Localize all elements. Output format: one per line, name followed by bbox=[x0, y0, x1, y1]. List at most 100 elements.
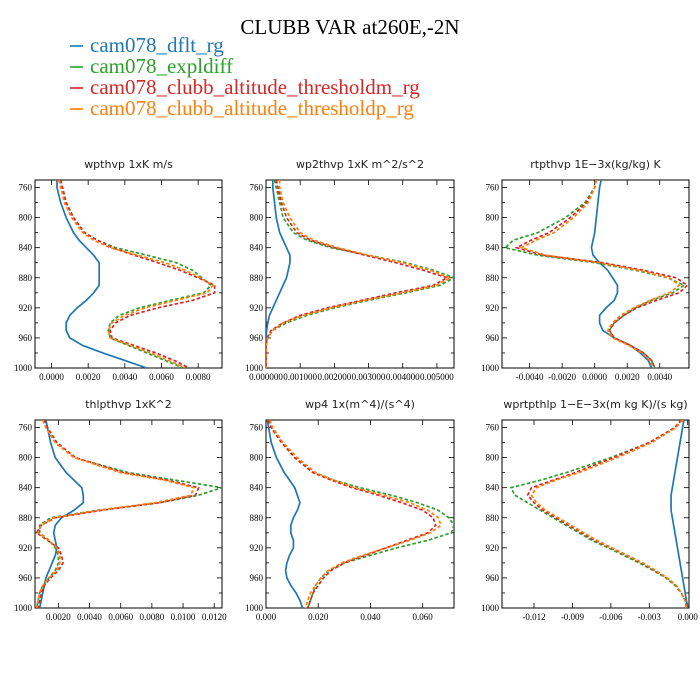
x-tick-label: 0.002000 bbox=[317, 372, 351, 382]
y-tick-label: 880 bbox=[19, 273, 33, 283]
y-tick-label: 880 bbox=[486, 513, 500, 523]
series-line-4 bbox=[269, 420, 442, 608]
panel-title: wprtpthlp 1−E−3x(m kg K)/(s kg) bbox=[503, 398, 687, 411]
y-tick-label: 800 bbox=[250, 453, 264, 463]
chart-panel: wp2thvp 1xK m^2/s^2 760 800 840 880 920 960 100… bbox=[245, 158, 455, 382]
x-tick-label: 0.0020 bbox=[615, 372, 640, 382]
y-tick-label: 960 bbox=[19, 333, 33, 343]
x-tick-label: 0.0000 bbox=[39, 372, 64, 382]
series-line-2 bbox=[509, 420, 688, 608]
y-tick-label: 800 bbox=[486, 213, 500, 223]
y-tick-label: 1000 bbox=[481, 603, 500, 613]
series-line-4 bbox=[266, 180, 453, 368]
series-line-4 bbox=[35, 420, 196, 608]
y-tick-label: 960 bbox=[250, 573, 264, 583]
legend-label: cam078_clubb_altitude_thresholdp_rg bbox=[90, 96, 414, 120]
y-tick-label: 920 bbox=[486, 303, 500, 313]
y-tick-label: 760 bbox=[19, 183, 33, 193]
plot-frame bbox=[501, 179, 690, 369]
y-tick-label: 760 bbox=[250, 423, 264, 433]
series-line-1 bbox=[266, 420, 304, 608]
plot-frame bbox=[34, 179, 223, 369]
x-tick-label: 0.0080 bbox=[186, 372, 211, 382]
y-tick-label: 760 bbox=[19, 423, 33, 433]
x-tick-label: 0.000 bbox=[256, 612, 277, 622]
series-line-2 bbox=[266, 180, 454, 368]
y-tick-label: 1000 bbox=[481, 363, 500, 373]
x-tick-label: 0.0040 bbox=[77, 612, 102, 622]
y-tick-label: 960 bbox=[486, 573, 500, 583]
series-line-1 bbox=[670, 420, 689, 608]
plot-frame bbox=[501, 419, 690, 609]
x-tick-label: 0.0060 bbox=[149, 372, 174, 382]
x-tick-label: -0.003 bbox=[638, 612, 662, 622]
x-tick-label: 0.040 bbox=[360, 612, 381, 622]
x-tick-label: 0.060 bbox=[413, 612, 434, 622]
x-tick-label: 0.0100 bbox=[171, 612, 196, 622]
panel-title: wpthvp 1xK m/s bbox=[84, 158, 173, 171]
series-line-1 bbox=[56, 180, 148, 368]
x-tick-label: 0.004000 bbox=[386, 372, 420, 382]
series-line-3 bbox=[267, 420, 437, 608]
chart-panel: wp4 1x(m^4)/(s^4)76080084088092096010000… bbox=[245, 398, 455, 622]
y-tick-label: 960 bbox=[19, 573, 33, 583]
y-tick-label: 840 bbox=[250, 483, 264, 493]
panel-title: rtpthvp 1E−3x(kg/kg) K bbox=[530, 158, 661, 171]
panel-title: thlpthvp 1xK^2 bbox=[85, 398, 172, 411]
panels: wpthvp 1xK m/s76080084088092096010000.00… bbox=[14, 158, 698, 622]
y-tick-label: 1000 bbox=[14, 603, 33, 613]
legend-label: cam078_dflt_rg bbox=[90, 33, 224, 57]
x-tick-label: 0.0020 bbox=[46, 612, 71, 622]
y-tick-label: 1000 bbox=[245, 603, 264, 613]
legend: cam078_dflt_rgcam078_expldiffcam078_club… bbox=[70, 33, 420, 120]
legend-label: cam078_expldiff bbox=[90, 54, 233, 78]
y-tick-label: 840 bbox=[250, 243, 264, 253]
y-tick-label: 960 bbox=[250, 333, 264, 343]
series-line-3 bbox=[266, 180, 450, 368]
y-tick-label: 800 bbox=[486, 453, 500, 463]
legend-label: cam078_clubb_altitude_thresholdm_rg bbox=[90, 75, 420, 99]
series-line-3 bbox=[59, 180, 216, 368]
x-tick-label: 0.0040 bbox=[112, 372, 137, 382]
x-tick-label: 0.003000 bbox=[352, 372, 386, 382]
chart-panel: wprtpthlp 1−E−3x(m kg K)/(s kg) 760 800 840… bbox=[481, 398, 698, 622]
y-tick-label: 880 bbox=[19, 513, 33, 523]
y-tick-label: 920 bbox=[250, 303, 264, 313]
x-tick-label: 0.000000 bbox=[249, 372, 283, 382]
series-line-1 bbox=[590, 180, 653, 368]
y-tick-label: 920 bbox=[19, 303, 33, 313]
x-tick-label: 0.0080 bbox=[140, 612, 165, 622]
y-tick-label: 840 bbox=[19, 483, 33, 493]
x-tick-label: 0.000 bbox=[678, 612, 699, 622]
y-tick-label: 920 bbox=[250, 543, 264, 553]
y-tick-label: 760 bbox=[250, 183, 264, 193]
series-line-3 bbox=[526, 420, 688, 608]
series-line-3 bbox=[35, 420, 200, 608]
x-tick-label: 0.0020 bbox=[76, 372, 101, 382]
plot-frame bbox=[265, 419, 455, 609]
chart-panel: thlpthvp 1xK^2 760 800 840 880 920 960 1000 0.00… bbox=[14, 398, 227, 622]
series-line-1 bbox=[266, 180, 291, 368]
x-tick-label: -0.0040 bbox=[516, 372, 544, 382]
y-tick-label: 880 bbox=[250, 273, 264, 283]
plot-frame bbox=[34, 419, 223, 609]
x-tick-label: 0.020 bbox=[308, 612, 329, 622]
y-tick-label: 960 bbox=[486, 333, 500, 343]
y-tick-label: 920 bbox=[19, 543, 33, 553]
y-tick-label: 760 bbox=[486, 183, 500, 193]
series-line-3 bbox=[514, 180, 689, 368]
x-tick-label: -0.0020 bbox=[548, 372, 576, 382]
y-tick-label: 800 bbox=[250, 213, 264, 223]
y-tick-label: 840 bbox=[19, 243, 33, 253]
figure-title: CLUBB VAR at260E,-2N bbox=[240, 15, 459, 39]
x-tick-label: 0.0000 bbox=[582, 372, 607, 382]
chart-panel: wpthvp 1xK m/s 760 800 840 880 920 960 1000 0.00… bbox=[14, 158, 223, 382]
chart-panel: rtpthvp 1E−3x(kg/kg) K 760 800 840 880 920 960… bbox=[481, 158, 690, 382]
series-line-2 bbox=[59, 180, 213, 368]
x-tick-label: -0.009 bbox=[561, 612, 585, 622]
series-line-2 bbox=[267, 420, 454, 608]
y-tick-label: 920 bbox=[486, 543, 500, 553]
series-line-1 bbox=[38, 420, 85, 608]
x-tick-label: 0.001000 bbox=[283, 372, 317, 382]
